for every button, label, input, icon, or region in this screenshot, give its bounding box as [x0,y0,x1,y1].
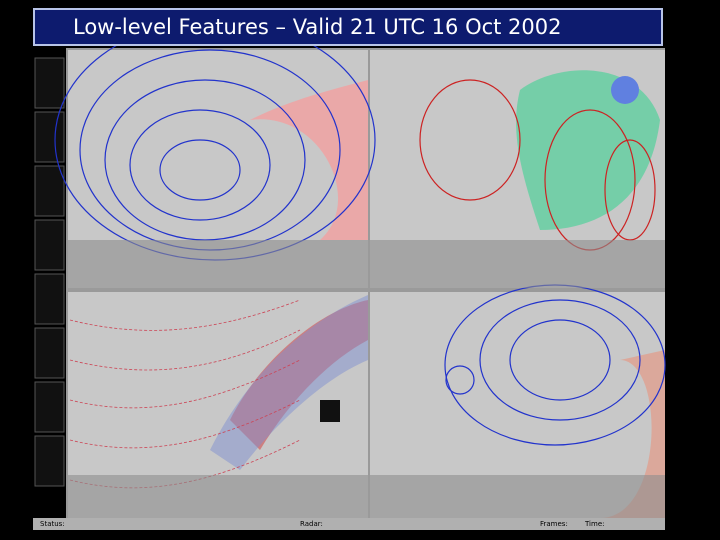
temperature-field [69,295,368,489]
status-bar [33,518,665,530]
panel-legends [68,240,665,518]
frames-label: Frames: [540,520,568,528]
radar-label: Radar: [300,520,323,528]
thumbnails [34,57,65,487]
status-label: Status: [40,520,65,528]
frontogenesis [419,70,660,251]
time-label: Time: [584,520,605,528]
slide-title: Low-level Features – Valid 21 UTC 16 Oct… [33,8,663,46]
